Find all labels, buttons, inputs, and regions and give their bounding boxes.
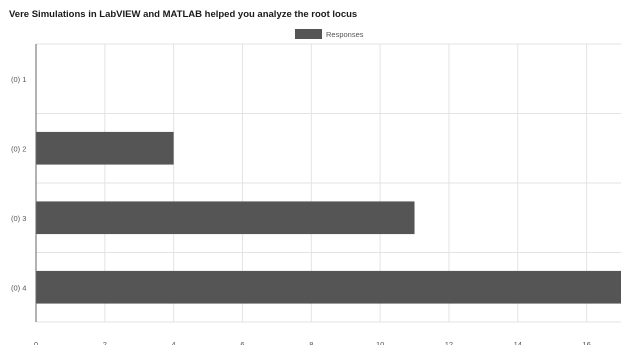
category-separators [36,43,621,323]
x-tick-label: 4 [172,340,176,345]
legend-label: Responses [326,30,364,39]
legend: Responses [295,29,364,39]
x-tick-label: 8 [309,340,313,345]
bars [36,131,621,304]
y-tick-labels: (0) 1 (0) 2 (0) 3 (0) 4 [11,75,26,293]
x-tick-labels: 0 2 4 6 8 10 12 14 16 [34,340,591,345]
x-tick-label: 0 [34,340,38,345]
category-label: (0) 2 [11,144,26,153]
category-label: (0) 4 [11,283,26,292]
bar-3[interactable] [36,201,415,235]
x-tick-label: 2 [103,340,107,345]
x-tick-label: 14 [514,340,522,345]
chart-title: Vere Simulations in LabVIEW and MATLAB h… [9,9,358,20]
x-tick-label: 12 [445,340,453,345]
bar-4[interactable] [36,270,621,304]
category-label: (0) 1 [11,75,26,84]
bar-2[interactable] [36,131,174,165]
x-tick-label: 16 [582,340,590,345]
category-label: (0) 3 [11,214,26,223]
x-tick-label: 6 [240,340,244,345]
legend-swatch [295,29,322,39]
x-tick-label: 10 [376,340,384,345]
